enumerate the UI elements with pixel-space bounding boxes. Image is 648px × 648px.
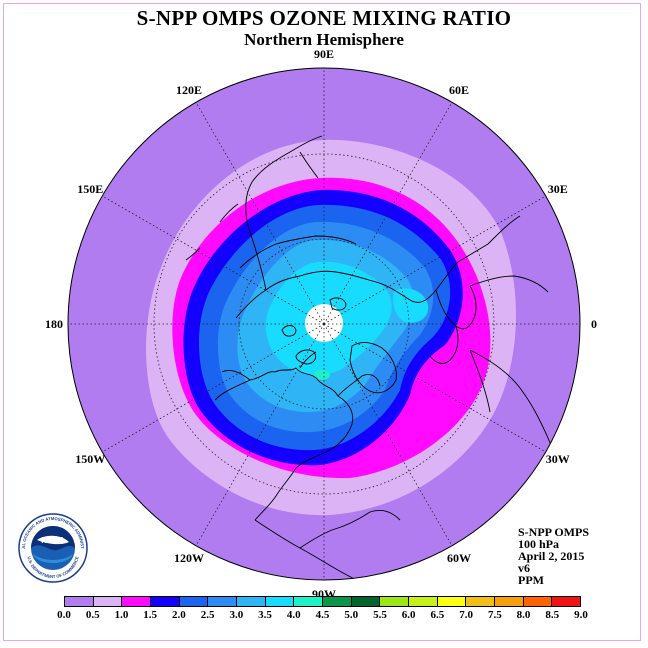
coastline-north-america <box>214 351 381 521</box>
coastline-central-america <box>254 509 401 580</box>
longitude-label: 150E <box>77 182 103 196</box>
legend-swatch <box>380 597 410 606</box>
legend-swatch <box>122 597 152 606</box>
legend-tick-label: 0.0 <box>57 609 71 621</box>
legend-swatch <box>179 597 209 606</box>
legend-swatch <box>93 597 123 606</box>
coastline-eurasia <box>235 235 489 319</box>
coastline-arctic-islands <box>281 297 347 365</box>
meridian-line <box>195 102 325 325</box>
legend-swatch <box>466 597 496 606</box>
legend-swatch <box>523 597 553 606</box>
legend-swatch <box>437 597 467 606</box>
legend-tick-label: 9.0 <box>574 609 588 621</box>
legend-tick-label: 1.0 <box>114 609 129 621</box>
legend-swatch <box>265 597 295 606</box>
legend-tick-label: 5.5 <box>373 609 387 621</box>
latitude-circle-30 <box>153 153 495 495</box>
longitude-label: 30W <box>546 452 570 466</box>
legend-tick-label: 4.5 <box>315 609 330 621</box>
color-legend <box>64 596 581 607</box>
legend-tick-label: 4.0 <box>286 609 301 621</box>
figure-frame <box>3 3 641 641</box>
info-instrument: S-NPP OMPS <box>518 525 589 539</box>
map-border <box>67 67 581 581</box>
legend-tick-label: 1.5 <box>143 609 158 621</box>
legend-swatch <box>65 597 94 606</box>
legend-tick-label: 2.5 <box>200 609 215 621</box>
coastline-japan <box>185 203 239 261</box>
legend-tick-label: 6.5 <box>430 609 445 621</box>
legend-tick-label: 7.0 <box>459 609 473 621</box>
legend-swatch <box>552 597 581 606</box>
meridian-line <box>102 323 325 453</box>
coastline-greenland <box>349 341 397 394</box>
longitude-label: 60E <box>449 83 469 97</box>
legend-tick-label: 3.5 <box>258 609 272 621</box>
coastline-arabia <box>469 215 549 293</box>
legend-tick-label: 5.0 <box>344 609 359 621</box>
legend-tick-label: 7.5 <box>487 609 502 621</box>
coastline-europe <box>429 285 477 364</box>
noaa-logo-icon: NATIONAL OCEANIC AND ATMOSPHERIC ADMINIS… <box>17 512 88 583</box>
info-level: 100 hPa <box>518 537 560 551</box>
info-units: PPM <box>518 573 544 587</box>
legend-tick-label: 6.0 <box>401 609 416 621</box>
info-version: v6 <box>518 561 530 575</box>
longitude-label: 180 <box>45 317 63 331</box>
longitude-label: 30E <box>548 182 568 196</box>
meridian-line <box>102 195 325 325</box>
legend-swatch <box>351 597 381 606</box>
field-band-4-0 <box>314 370 330 380</box>
longitude-label: 0 <box>591 317 597 331</box>
longitude-label: 90E <box>314 47 334 61</box>
field-band-3-5-patch <box>393 288 429 323</box>
meridian-line <box>323 102 453 325</box>
legend-tick-label: 0.5 <box>85 609 100 621</box>
meridian-line <box>323 323 453 546</box>
meridian-line <box>195 323 325 546</box>
legend-swatch <box>151 597 180 606</box>
legend-swatch <box>294 597 324 606</box>
longitude-label: 120E <box>176 83 202 97</box>
longitude-label: 150W <box>75 452 105 466</box>
legend-swatch <box>208 597 238 606</box>
legend-tick-label: 8.5 <box>545 609 560 621</box>
meridian-line <box>323 323 546 453</box>
logo-text: NOAA <box>41 536 65 545</box>
legend-tick-label: 3.0 <box>229 609 244 621</box>
longitude-label: 120W <box>174 551 204 565</box>
legend-tick-label: 2.0 <box>172 609 186 621</box>
longitude-label: 60W <box>447 551 471 565</box>
legend-swatch <box>237 597 266 606</box>
coastline-east-asia <box>245 135 323 291</box>
page-title: S-NPP OMPS OZONE MIXING RATIO <box>136 6 512 30</box>
legend-tick-label: 8.0 <box>516 609 531 621</box>
meridian-line <box>323 195 546 325</box>
legend-swatch <box>495 597 524 606</box>
info-panel: S-NPP OMPS 100 hPa April 2, 2015 v6 PPM <box>518 526 589 586</box>
meridian-lines <box>68 68 580 580</box>
page-subtitle: Northern Hemisphere <box>244 30 404 49</box>
legend-swatch <box>409 597 438 606</box>
legend-swatch <box>323 597 352 606</box>
info-date: April 2, 2015 <box>518 549 585 563</box>
